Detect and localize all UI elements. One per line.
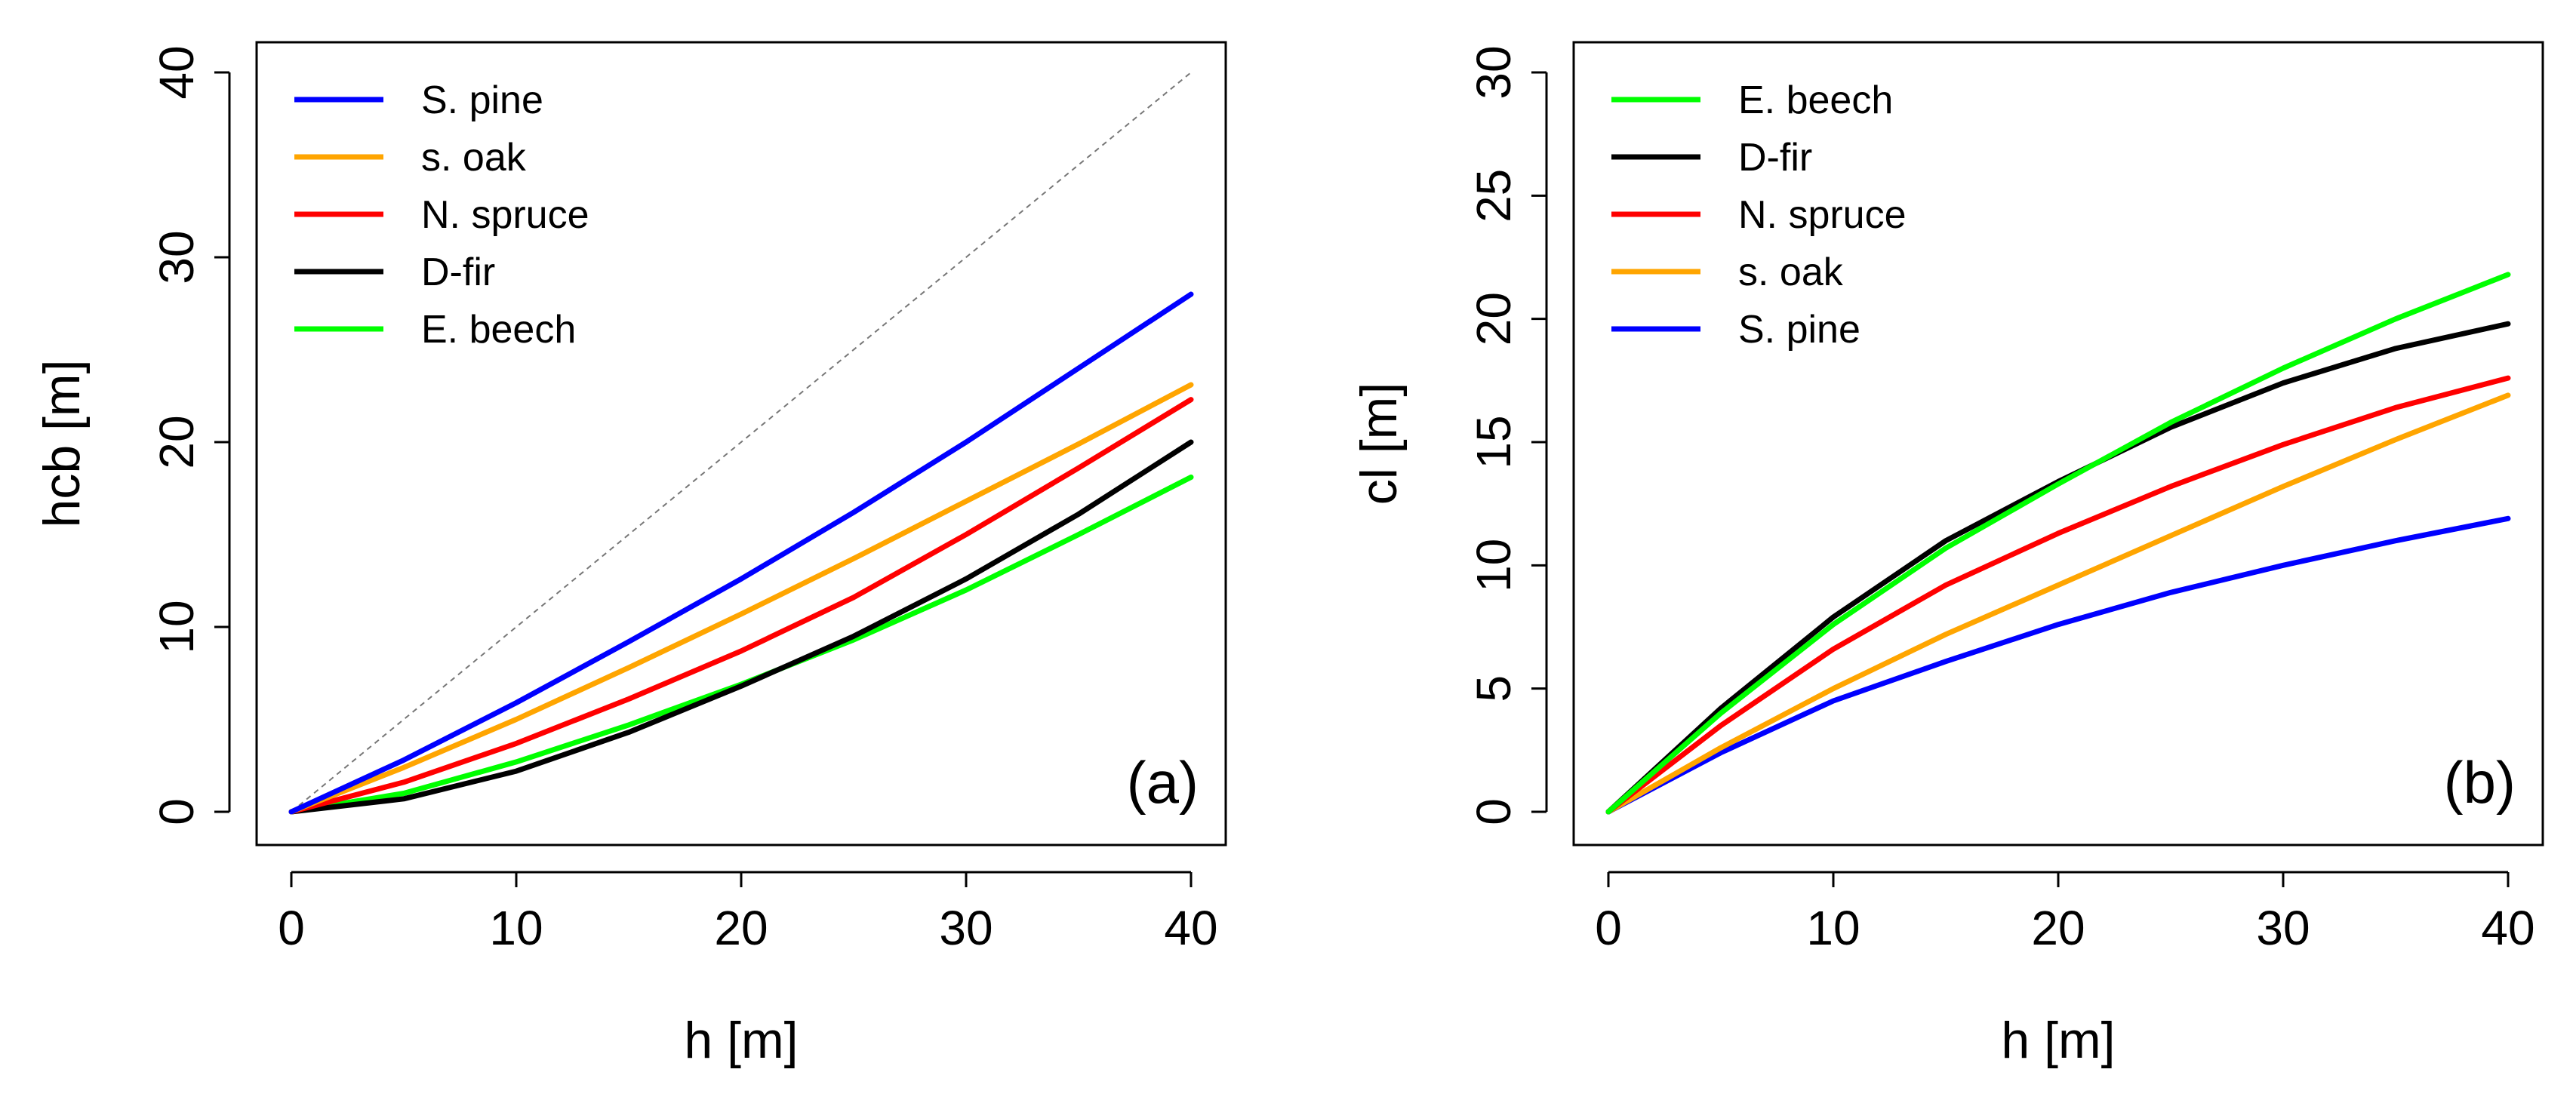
y-tick-label: 15 [1467, 415, 1521, 469]
plot-frame [255, 41, 1227, 847]
series-line-n-spruce [1605, 375, 2511, 815]
series-line-n-spruce [288, 397, 1194, 815]
series-line-d-fir [288, 439, 1194, 815]
panel-label: (a) [1127, 749, 1199, 816]
legend: E. beech D-fir N. spruce s. oak S. pine [1611, 78, 1907, 352]
legend-label-s-pine: S. pine [1738, 308, 1860, 352]
x-axis-title: h [m] [684, 1012, 798, 1069]
panel-a: 0 10 20 30 40 0 10 20 30 40 h [m] hcb [m] S. pine s. … [33, 41, 1227, 1069]
x-tick-label: 40 [1164, 901, 1217, 955]
y-tick-label: 30 [149, 230, 204, 284]
legend-label-n-spruce: N. spruce [1738, 193, 1907, 237]
x-tick-label: 10 [489, 901, 543, 955]
plot-frame [1572, 41, 2544, 847]
y-tick-label: 0 [1467, 798, 1521, 825]
legend-label-s-oak: s. oak [421, 136, 527, 180]
y-tick-label: 20 [1467, 292, 1521, 346]
legend-label-d-fir: D-fir [1738, 136, 1812, 180]
y-tick-label: 5 [1467, 675, 1521, 702]
series-line-e-beech [1605, 272, 2511, 815]
y-tick-label: 10 [1467, 539, 1521, 592]
y-tick-label: 25 [1467, 169, 1521, 223]
legend-label-e-beech: E. beech [1738, 78, 1893, 122]
series-line-s-pine [1605, 515, 2511, 815]
series-line-s-pine [288, 291, 1194, 815]
y-tick-label: 20 [149, 415, 204, 469]
x-tick-label: 0 [278, 901, 305, 955]
panel-label: (b) [2444, 749, 2516, 816]
legend-label-s-oak: s. oak [1738, 250, 1844, 294]
x-axis-title: h [m] [2001, 1012, 2115, 1069]
x-tick-label: 40 [2481, 901, 2534, 955]
legend-label-n-spruce: N. spruce [421, 193, 589, 237]
x-tick-label: 30 [939, 901, 993, 955]
y-axis-title: hcb [m] [33, 360, 91, 528]
x-tick-label: 20 [2031, 901, 2085, 955]
y-tick-label: 40 [149, 45, 204, 99]
y-tick-label: 30 [1467, 45, 1521, 99]
legend-label-s-pine: S. pine [421, 78, 543, 122]
legend-label-d-fir: D-fir [421, 250, 495, 294]
series-line-s-oak [288, 382, 1194, 815]
panel-b: 0 10 20 30 40 0 5 10 15 20 25 30 h [m] cl [m] E. beech… [1350, 41, 2544, 1069]
reference-line-1to1 [291, 72, 1192, 813]
series-line-s-oak [1605, 392, 2511, 815]
legend-label-e-beech: E. beech [421, 308, 576, 352]
y-tick-label: 10 [149, 600, 204, 653]
legend: S. pine s. oak N. spruce D-fir E. beech [294, 78, 589, 352]
y-tick-label: 0 [149, 798, 204, 825]
x-tick-label: 0 [1595, 901, 1622, 955]
x-tick-label: 30 [2256, 901, 2310, 955]
x-tick-label: 20 [714, 901, 768, 955]
y-axis-title: cl [m] [1350, 383, 1408, 505]
x-tick-label: 10 [1806, 901, 1860, 955]
